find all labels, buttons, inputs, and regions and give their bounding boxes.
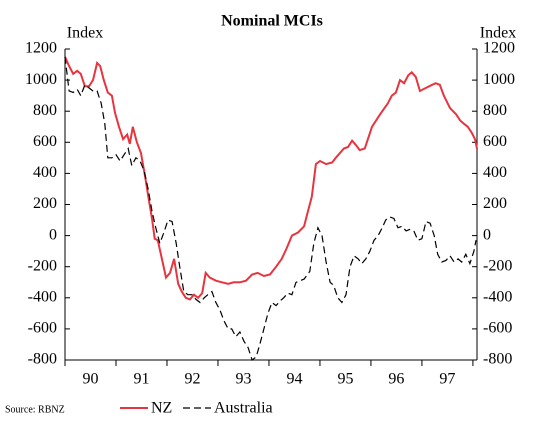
legend-label: NZ: [151, 400, 172, 417]
y-tick-label: 600: [33, 133, 57, 150]
y2-tick-label: 400: [483, 164, 507, 181]
y2-tick-label: -600: [483, 320, 512, 337]
y-tick-label: 0: [49, 226, 57, 243]
x-tick-label: 90: [82, 371, 98, 388]
y2-tick-label: -400: [483, 288, 512, 305]
y2-tick-label: 800: [483, 102, 507, 119]
y-tick-label: 1000: [25, 71, 57, 88]
y2-tick-label: -800: [483, 351, 512, 368]
y2-tick-label: 600: [483, 133, 507, 150]
chart-title: Nominal MCIs: [221, 13, 323, 30]
source-note: Source: RBNZ: [5, 404, 65, 415]
y2-axis-label: Index: [480, 25, 516, 42]
x-tick-label: 95: [337, 371, 353, 388]
y-tick-label: -600: [28, 320, 57, 337]
y-tick-label: 1200: [25, 40, 57, 57]
x-tick-label: 93: [235, 371, 251, 388]
y-axis-label: Index: [67, 25, 103, 42]
legend-label: Australia: [214, 400, 273, 417]
y-tick-label: -200: [28, 257, 57, 274]
y-tick-label: -800: [28, 351, 57, 368]
y-tick-label: -400: [28, 288, 57, 305]
y2-tick-label: 1000: [483, 71, 515, 88]
y-tick-label: 200: [33, 195, 57, 212]
x-tick-label: 92: [184, 371, 200, 388]
x-tick-label: 96: [388, 371, 404, 388]
y2-tick-label: 1200: [483, 40, 515, 57]
x-tick-label: 94: [286, 371, 302, 388]
y2-tick-label: -200: [483, 257, 512, 274]
series-line: [64, 56, 478, 301]
y-tick-label: 800: [33, 102, 57, 119]
x-tick-label: 91: [133, 371, 149, 388]
y2-tick-label: 200: [483, 195, 507, 212]
y2-tick-label: 0: [483, 226, 491, 243]
series-line: [64, 56, 477, 361]
x-tick-label: 97: [439, 371, 455, 388]
y-tick-label: 400: [33, 164, 57, 181]
